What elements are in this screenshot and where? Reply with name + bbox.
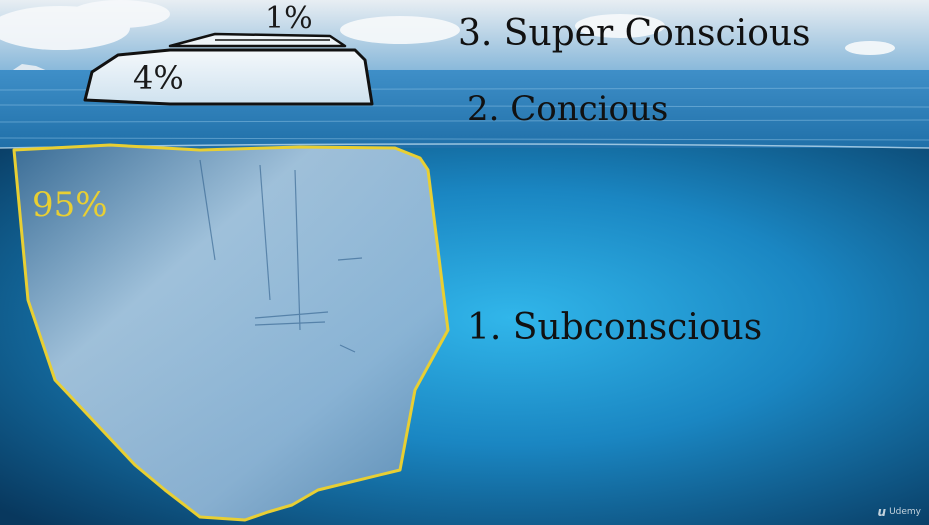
udemy-logo-icon: u (877, 505, 887, 519)
subconscious-label: 1. Subconscious (467, 307, 763, 348)
subconscious-outline (12, 143, 450, 522)
conscious-percent: 4% (133, 59, 184, 97)
conscious-label: 2. Concious (467, 89, 669, 129)
watermark-text: Udemy (889, 507, 921, 517)
udemy-watermark: u Udemy (878, 505, 921, 519)
subconscious-percent: 95% (32, 185, 108, 225)
submerged-iceberg (14, 145, 448, 520)
super-conscious-outline (168, 32, 347, 48)
visible-iceberg (85, 50, 372, 104)
clouds (0, 0, 895, 55)
super-conscious-label: 3. Super Conscious (458, 13, 811, 54)
ice-cracks (199, 159, 363, 353)
super-conscious-percent: 1% (265, 1, 313, 36)
conscious-outline (83, 48, 374, 106)
